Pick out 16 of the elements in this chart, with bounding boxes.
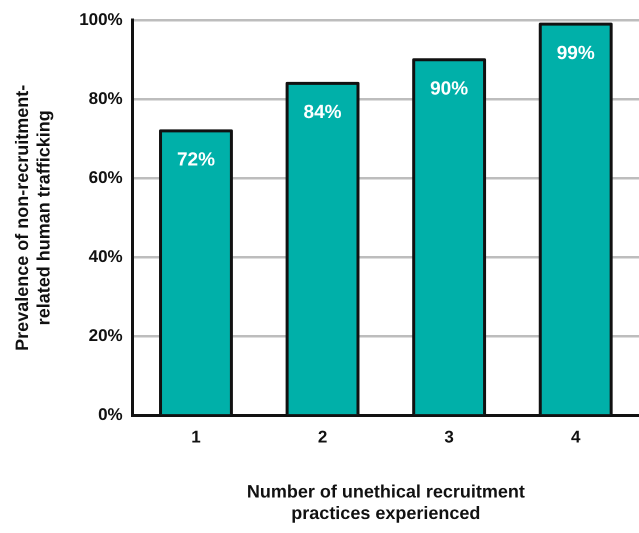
data-label: 72% [176,150,216,171]
y-tick-label: 100% [79,10,123,29]
y-tick-label: 0% [98,405,123,424]
data-label: 99% [556,42,595,64]
y-tick-label: 20% [88,326,123,346]
data-label: 90% [430,78,468,100]
y-tick-label: 40% [88,247,123,266]
x-tick-label: 4 [570,427,581,446]
y-tick-label: 60% [88,168,123,187]
x-tick-label: 3 [444,427,454,446]
x-tick-label: 2 [318,427,328,446]
x-axis-title: Number of unethical recruitment practices experienced [246,482,525,524]
y-tick-label: 80% [88,88,123,108]
data-label: 84% [304,102,342,124]
x-tick-label: 1 [191,427,201,446]
y-axis-title: Prevalence of non-recruitment- related human trafficking [12,84,54,351]
